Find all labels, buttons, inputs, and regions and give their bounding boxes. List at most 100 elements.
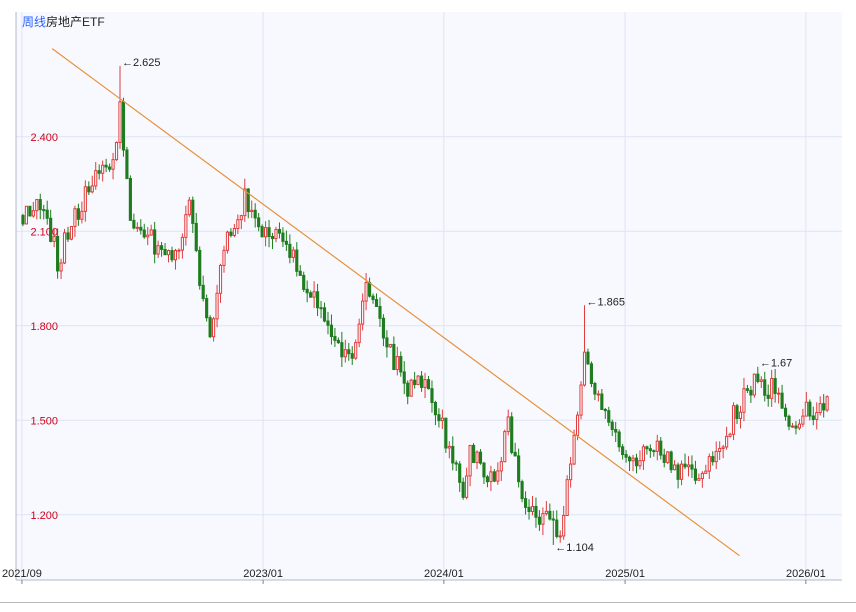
candle xyxy=(121,97,126,157)
candle-body xyxy=(794,425,798,429)
candle xyxy=(153,221,157,264)
candle xyxy=(288,234,292,264)
candle-body xyxy=(811,415,815,420)
candle xyxy=(783,403,788,421)
candle xyxy=(714,441,718,470)
candle-body xyxy=(593,382,597,395)
candle xyxy=(777,387,781,404)
candle-body xyxy=(142,229,146,238)
candle xyxy=(756,366,760,384)
candle xyxy=(541,507,545,536)
candle-body xyxy=(87,186,91,193)
candle-body xyxy=(655,440,659,452)
candle xyxy=(631,454,635,472)
candle-body xyxy=(600,393,604,410)
candle-body xyxy=(534,505,538,518)
candle xyxy=(309,290,313,298)
candle-body xyxy=(506,416,510,433)
candle-body xyxy=(749,389,753,396)
candle-body xyxy=(589,363,594,384)
candle xyxy=(343,339,347,363)
candle xyxy=(586,348,590,365)
candle-body xyxy=(385,337,389,348)
candle-body xyxy=(149,229,153,236)
candle-body xyxy=(402,371,406,384)
candle xyxy=(218,263,223,303)
candle xyxy=(250,200,254,219)
candle-body xyxy=(426,379,431,390)
candle-body xyxy=(31,210,35,217)
candle xyxy=(350,346,354,365)
candle-body xyxy=(239,215,243,221)
candle-body xyxy=(641,446,645,462)
candle-body xyxy=(243,188,247,217)
candle-body xyxy=(132,219,136,229)
candle xyxy=(627,455,632,472)
candle-body xyxy=(73,208,77,228)
price-annotations: ←2.625 ←1.865 ←1.104 ←1.67 xyxy=(122,57,792,554)
candle-body xyxy=(742,388,746,413)
candle-body xyxy=(198,249,202,286)
period-label[interactable]: 周线 xyxy=(22,15,46,29)
descending-trendline xyxy=(51,48,740,557)
candle-body xyxy=(177,249,181,252)
candle xyxy=(652,449,656,457)
candle-body xyxy=(374,299,379,307)
candle xyxy=(482,461,486,485)
candle xyxy=(759,376,763,389)
candle xyxy=(721,444,725,459)
candle-body xyxy=(267,227,271,238)
y-tick-label: 1.800 xyxy=(30,321,58,333)
candle xyxy=(728,432,732,438)
candle-body xyxy=(510,416,514,453)
candle-body xyxy=(194,222,198,251)
candle-body xyxy=(537,516,542,525)
candle xyxy=(215,284,219,328)
candle xyxy=(177,248,181,260)
candle xyxy=(381,314,386,347)
candle xyxy=(735,403,739,425)
candle-body xyxy=(503,431,507,463)
candle xyxy=(537,510,542,531)
candle xyxy=(80,201,84,224)
candle-body xyxy=(738,411,743,419)
candle-body xyxy=(399,356,403,373)
candle xyxy=(745,384,749,394)
candle xyxy=(302,271,306,292)
candle-body xyxy=(229,231,233,236)
candle xyxy=(56,228,60,279)
candle xyxy=(527,499,531,520)
candle xyxy=(562,505,566,540)
candle-body xyxy=(212,318,216,338)
candle-body xyxy=(83,186,87,212)
candle xyxy=(676,462,680,489)
candle xyxy=(180,233,184,259)
candle-body xyxy=(42,209,46,212)
candle-body xyxy=(690,464,694,470)
candle xyxy=(697,473,701,481)
candle xyxy=(419,370,424,392)
candle-body xyxy=(582,351,587,386)
candle-body xyxy=(66,232,70,240)
candle xyxy=(738,405,743,429)
candle xyxy=(461,477,465,500)
candle xyxy=(83,180,87,222)
candle xyxy=(371,293,375,304)
candle-body xyxy=(475,451,479,463)
candle-body xyxy=(496,470,500,482)
candle-body xyxy=(76,208,80,220)
candle xyxy=(232,223,236,238)
candle xyxy=(454,460,458,472)
candle-body xyxy=(52,235,56,242)
candle xyxy=(378,297,382,327)
candle xyxy=(49,209,53,243)
candle xyxy=(804,392,808,417)
candle xyxy=(603,407,607,419)
candle-body xyxy=(295,249,299,272)
candle-body xyxy=(485,476,490,483)
candle xyxy=(458,461,462,492)
candle xyxy=(815,402,819,430)
candle-body xyxy=(575,414,580,436)
candle-body xyxy=(156,245,160,255)
